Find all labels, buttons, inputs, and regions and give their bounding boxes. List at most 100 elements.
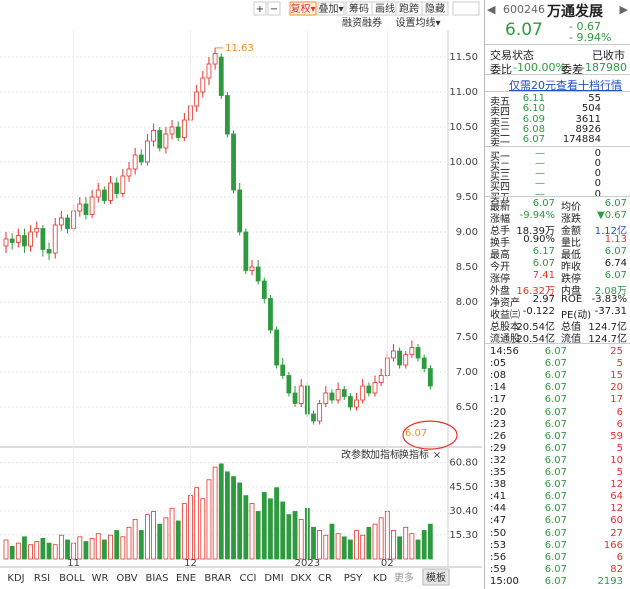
stat-value: 20.54亿 [516, 334, 555, 345]
last-label: 6.07 [405, 428, 427, 439]
toolbar-label[interactable]: + [256, 4, 264, 15]
candle-body [163, 133, 169, 149]
tab-active [422, 568, 450, 586]
candle-body [77, 203, 83, 212]
trade-volume: 27 [610, 527, 623, 539]
price: 6.07 [505, 20, 543, 40]
stat-label: 总股本 [490, 322, 520, 333]
candle-body [169, 126, 175, 135]
trade-volume: 5 [616, 358, 623, 370]
tab[interactable]: 模板 [426, 571, 446, 584]
candle-body [3, 238, 9, 247]
candle-body [335, 389, 341, 401]
tab[interactable]: OBV [116, 573, 137, 584]
trade-time: :23 [490, 418, 507, 430]
candle-body [347, 396, 353, 408]
toolbar-label[interactable]: 画线 [375, 2, 395, 15]
candle-body [378, 375, 384, 383]
volume-bar [108, 534, 113, 560]
subtoolbar-item[interactable]: 设置均线▾ [395, 16, 440, 29]
candle-body [151, 130, 157, 142]
stat-value: -9.94% [519, 210, 555, 221]
book-price: — [535, 147, 545, 159]
tab[interactable]: CCI [240, 573, 257, 584]
toolbar-button[interactable] [421, 1, 449, 16]
tab[interactable]: KDJ [7, 573, 24, 584]
candle-body [427, 368, 433, 387]
toolbar-button [452, 1, 480, 16]
candle-body [391, 350, 396, 359]
trade-time: :17 [490, 394, 507, 406]
candle-body [409, 347, 415, 355]
book-label: 卖二 [490, 127, 510, 139]
stat-value: 1.13 [604, 234, 627, 245]
trade-time: :32 [490, 454, 507, 466]
volume-bar [286, 514, 292, 560]
book-label: 买三 [490, 172, 510, 184]
toolbar-button[interactable] [253, 1, 267, 16]
volume-bar [52, 544, 58, 560]
value: -100.00% [513, 61, 566, 74]
trade-price: 6.07 [544, 454, 567, 466]
book-volume: 0 [594, 188, 601, 200]
toolbar-button[interactable] [289, 1, 317, 16]
book-label: 卖四 [490, 107, 510, 119]
volume-bar [249, 503, 255, 560]
toolbar-label[interactable]: − [270, 4, 278, 15]
stat-label: 最高 [490, 250, 510, 261]
toolbar-label[interactable]: 隐藏 [425, 3, 445, 15]
volume-bar [157, 523, 163, 560]
stat-label: ROE [561, 294, 583, 305]
tab[interactable]: RSI [34, 573, 50, 584]
toolbar-label[interactable]: 跑跨 [399, 2, 419, 15]
candle-body [138, 154, 144, 163]
upgrade-link[interactable]: 仅需20元查看十档行情 [509, 79, 622, 92]
subtoolbar-item[interactable]: 融资融券 [342, 16, 382, 29]
candle-body [292, 392, 298, 404]
toolbar-button[interactable] [267, 1, 281, 16]
status: 已收市 [592, 49, 625, 62]
tab[interactable]: BRAR [204, 573, 231, 584]
tab[interactable]: ENE [176, 573, 196, 584]
volume-bar [292, 511, 298, 560]
volume-bar [231, 476, 236, 560]
stat-label: 今开 [490, 262, 510, 273]
candle-body [145, 140, 150, 163]
book-price: — [535, 168, 545, 180]
book-price: 6.08 [522, 123, 545, 135]
tab[interactable]: DMI [264, 573, 283, 584]
stat-label: 量比 [561, 238, 581, 249]
toolbar-button[interactable] [317, 1, 345, 16]
volume-header-item[interactable]: 换指标 [399, 448, 429, 461]
volume-bar [341, 536, 347, 560]
sep [485, 196, 630, 197]
volume-header-item[interactable]: 改参数 [341, 448, 371, 461]
max-label: 11.63 [225, 43, 254, 54]
tab[interactable]: BOLL [59, 573, 85, 584]
tab[interactable]: CR [318, 573, 332, 584]
tab[interactable]: BIAS [146, 573, 169, 584]
trade-time: :59 [490, 563, 507, 575]
tab[interactable]: 更多 [394, 571, 414, 584]
volume-bar [311, 526, 316, 560]
toolbar-label[interactable]: 叠加▾ [318, 3, 343, 15]
volume-header-item[interactable]: 加指标 [370, 448, 400, 461]
nav-arrow: ▶ [619, 3, 628, 16]
tab[interactable]: KD [373, 573, 388, 584]
volume-header-item[interactable]: × [433, 450, 441, 461]
toolbar-label[interactable]: 筹码 [349, 2, 369, 15]
vol-tick-label: 30.40 [449, 506, 478, 517]
toolbar-label[interactable]: 复权▾ [290, 2, 315, 15]
candle-body [15, 235, 21, 243]
candle-body [58, 217, 64, 226]
stat-value: -37.31 [594, 306, 627, 317]
tab[interactable]: PSY [344, 573, 363, 584]
tab[interactable]: WR [92, 573, 109, 584]
trade-volume: 10 [610, 454, 623, 466]
trade-time: :53 [490, 539, 507, 551]
book-volume: 504 [581, 103, 601, 115]
tab[interactable]: DKX [290, 573, 311, 584]
stat-label: 外盘 [490, 286, 510, 297]
x-tick-label: 02 [381, 558, 394, 569]
volume-bar [120, 536, 126, 560]
